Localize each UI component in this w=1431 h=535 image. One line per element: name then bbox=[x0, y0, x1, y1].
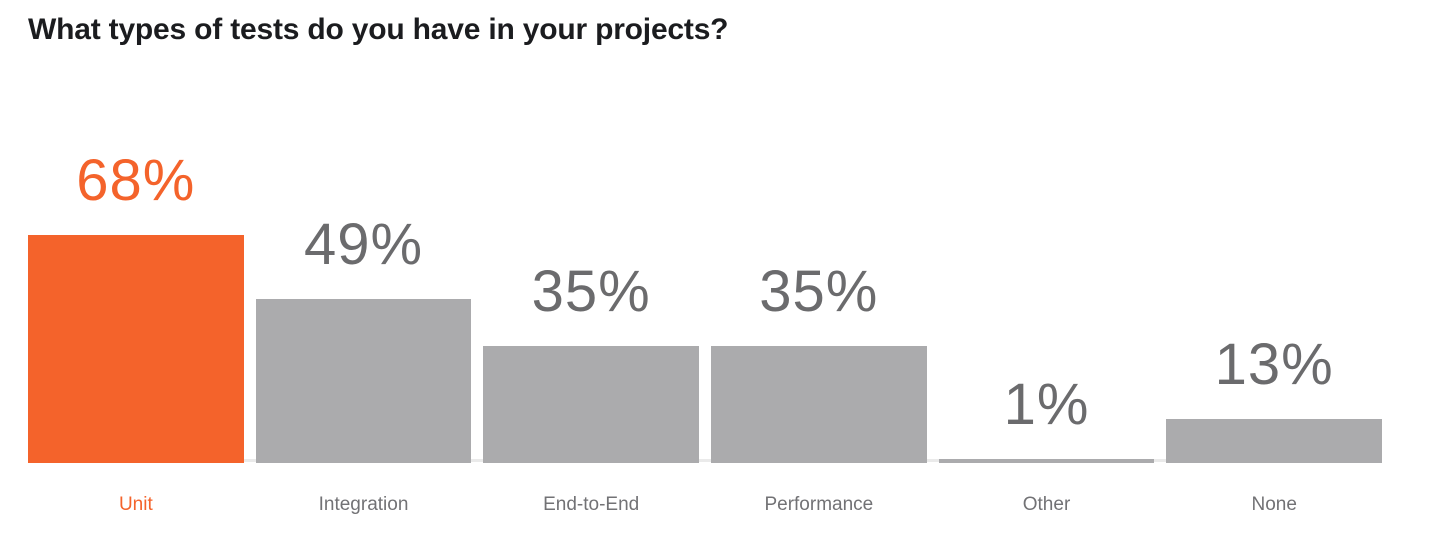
bar-category-label-end-to-end: End-to-End bbox=[543, 494, 640, 515]
bar-group-integration: 49% Integration bbox=[255, 140, 472, 514]
x-axis-line bbox=[28, 459, 1382, 462]
bar-value-label-performance: 35% bbox=[759, 259, 879, 324]
bar-category-label-other: Other bbox=[1022, 494, 1071, 515]
bar-group-other: 1% Other bbox=[938, 140, 1155, 514]
bar-group-performance: 35% Performance bbox=[711, 140, 927, 514]
bar-category-label-integration: Integration bbox=[318, 494, 409, 515]
bar-value-label-unit: 68% bbox=[76, 148, 196, 213]
bar-group-unit: 68% Unit bbox=[28, 140, 244, 514]
bar-value-label-integration: 49% bbox=[303, 212, 424, 277]
bar-chart: 68% Unit 49% Integration 35% End-to-End 35% Per… bbox=[28, 140, 1383, 514]
bar-end-to-end bbox=[483, 346, 700, 463]
bar-other bbox=[938, 459, 1155, 463]
bar-group-none: 13% None bbox=[1166, 140, 1383, 514]
chart-title: What types of tests do you have in your … bbox=[28, 13, 729, 46]
bar-category-label-unit: Unit bbox=[118, 494, 153, 515]
bar-integration bbox=[255, 299, 472, 463]
bar-category-label-performance: Performance bbox=[764, 494, 874, 515]
bar-category-label-none: None bbox=[1251, 494, 1297, 515]
bar-value-label-other: 1% bbox=[1003, 372, 1090, 437]
bar-unit bbox=[28, 235, 244, 463]
bar-none bbox=[1166, 419, 1383, 463]
bar-performance bbox=[711, 346, 927, 463]
bar-value-label-none: 13% bbox=[1214, 332, 1334, 397]
bar-group-end-to-end: 35% End-to-End bbox=[483, 140, 700, 514]
bar-value-label-end-to-end: 35% bbox=[531, 259, 651, 324]
